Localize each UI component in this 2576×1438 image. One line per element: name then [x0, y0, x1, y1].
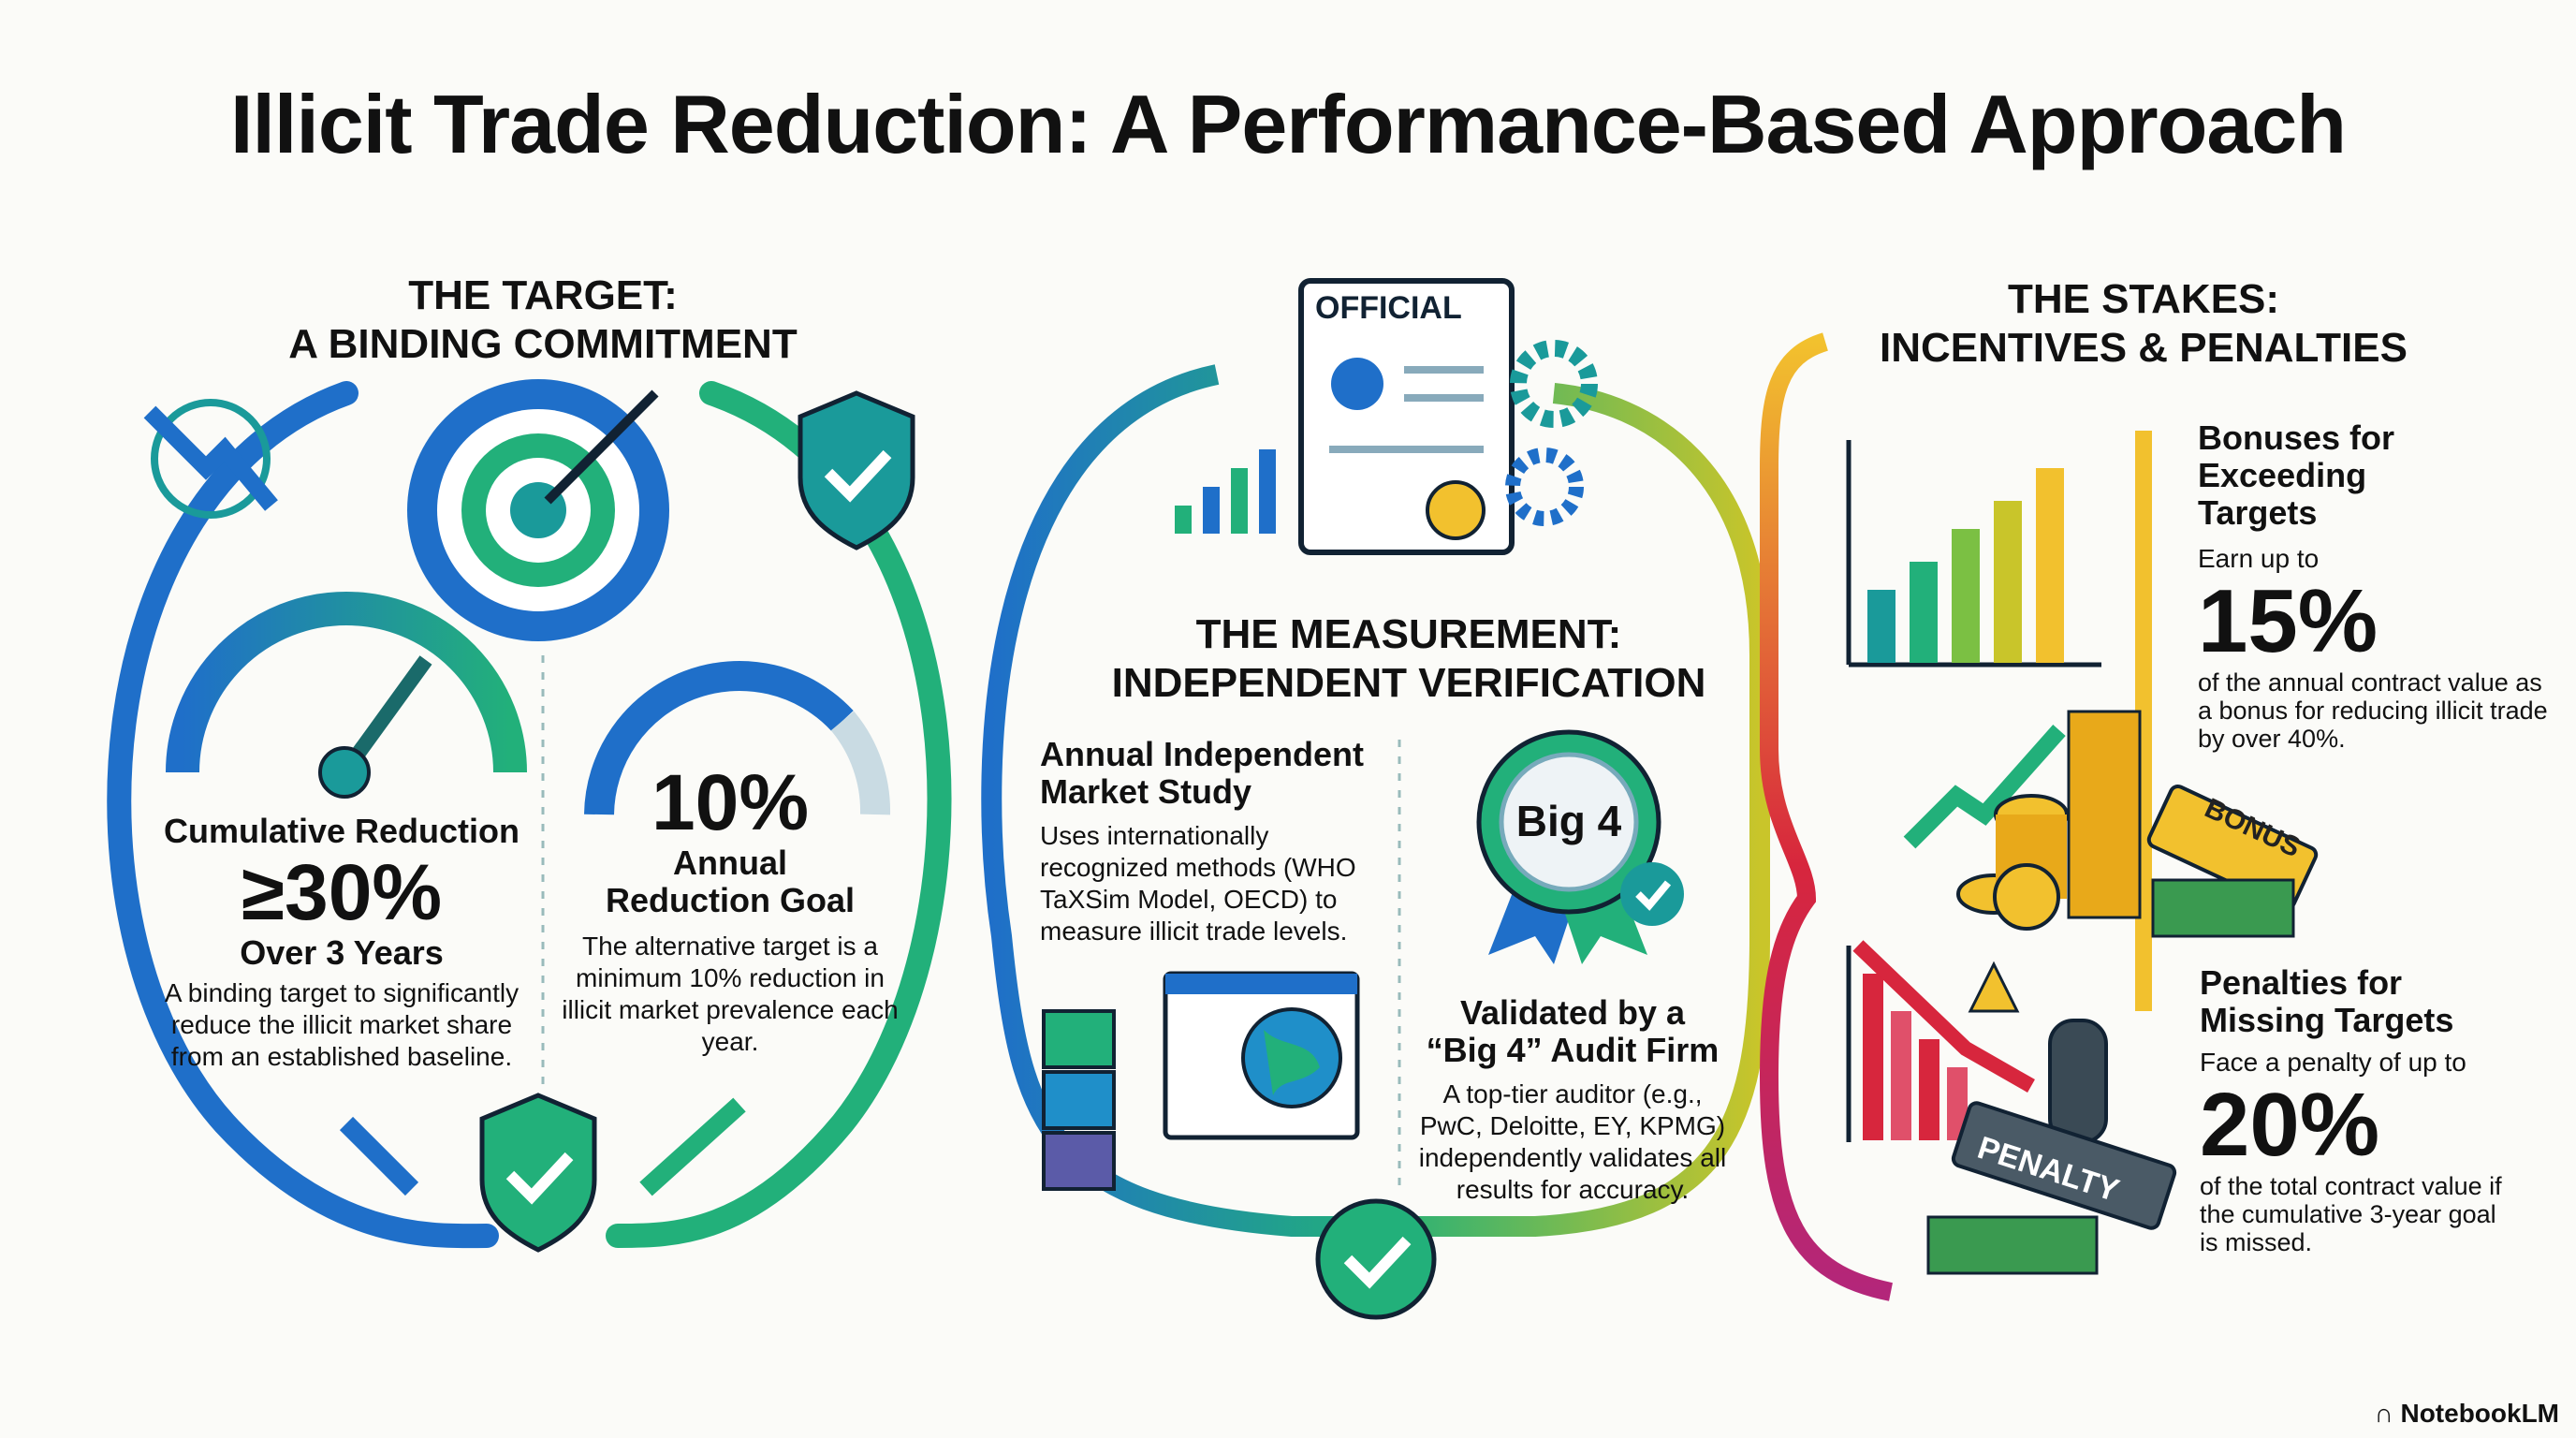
penalty-description: of the total contract value if the cumul… [2200, 1172, 2502, 1256]
target-heading: THE TARGET: A BINDING COMMITMENT [215, 271, 871, 369]
measurement-heading-line1: THE MEASUREMENT: [1195, 611, 1622, 657]
data-globe-icon [1042, 971, 1360, 1191]
penalty-block: Penalties for Missing Targets Face a pen… [2200, 963, 2518, 1257]
bonus-block: Bonuses for Exceeding Targets Earn up to… [2198, 418, 2554, 754]
bonus-lead: Earn up to [2198, 544, 2320, 573]
audit-title-line2: “Big 4” Audit Firm [1426, 1031, 1720, 1069]
annual-label-line2: Reduction Goal [605, 881, 855, 919]
audit-title-line1: Validated by a [1459, 993, 1686, 1032]
annual-description: The alternative target is a minimum 10% … [562, 932, 899, 1056]
annual-value: 10% [651, 758, 810, 846]
official-document-icon [1298, 278, 1515, 555]
penalty-stamp-icon [1926, 1019, 2177, 1275]
gauge-icon [166, 592, 527, 799]
stakes-heading: THE STAKES: INCENTIVES & PENALTIES [1778, 275, 2509, 373]
penalty-title: Penalties for Missing Targets [2200, 963, 2454, 1039]
trend-down-icon [143, 399, 278, 519]
measurement-heading: THE MEASUREMENT: INDEPENDENT VERIFICATIO… [1030, 610, 1788, 708]
notebooklm-brand: ∩ NotebookLM [2374, 1399, 2559, 1429]
cumulative-reduction-block: Cumulative Reduction ≥30% Over 3 Years A… [140, 813, 543, 1073]
page-title: Illicit Trade Reduction: A Performance-B… [230, 78, 2347, 170]
cumulative-description: A binding target to significantly reduce… [164, 978, 520, 1071]
big4-badge-icon [1476, 729, 1684, 964]
market-study-description: Uses internationally recognized methods … [1040, 821, 1356, 946]
big4-badge-text: Big 4 [1515, 797, 1622, 845]
coins-money-icon [1903, 710, 2319, 938]
brand-label: NotebookLM [2400, 1399, 2559, 1428]
annual-progress-arc [584, 660, 854, 815]
market-study-title-line1: Annual Independent [1040, 735, 1364, 773]
audit-block: Validated by a “Big 4” Audit Firm A top-… [1409, 994, 1736, 1206]
stakes-loop-arc [1759, 332, 1893, 1301]
bar-chart-icon [1175, 449, 1276, 534]
gear-icon [1505, 340, 1598, 526]
notebooklm-logo-icon: ∩ [2374, 1399, 2401, 1428]
annual-goal-block: 10% Annual Reduction Goal The alternativ… [562, 760, 899, 1058]
penalty-lead: Face a penalty of up to [2200, 1048, 2466, 1077]
document-label: OFFICIAL [1315, 290, 1462, 326]
check-seal-icon [1315, 1198, 1437, 1320]
annual-label-line1: Annual [673, 844, 787, 882]
bonus-title: Bonuses for Exceeding Targets [2198, 418, 2395, 532]
audit-description: A top-tier auditor (e.g., PwC, Deloitte,… [1418, 1079, 1727, 1204]
penalty-value: 20% [2200, 1075, 2380, 1175]
cumulative-label: Cumulative Reduction [163, 812, 520, 850]
shield-check-icon [798, 390, 915, 550]
bottom-shield-icon [339, 1093, 746, 1253]
measurement-loop-arc [981, 364, 1770, 1237]
growth-bar-chart-icon [1846, 440, 2101, 668]
declining-chart-icon [1846, 940, 2035, 1142]
stakes-heading-line1: THE STAKES: [2007, 276, 2280, 322]
cumulative-period: Over 3 Years [240, 933, 444, 972]
target-bullseye-icon [407, 379, 669, 641]
bonus-description: of the annual contract value as a bonus … [2198, 668, 2548, 753]
bonus-value: 15% [2198, 571, 2378, 671]
cumulative-value: ≥30% [241, 848, 443, 936]
measurement-heading-line2: INDEPENDENT VERIFICATION [1111, 660, 1706, 706]
market-study-block: Annual Independent Market Study Uses int… [1040, 736, 1386, 947]
target-heading-line2: A BINDING COMMITMENT [288, 321, 798, 367]
target-heading-line1: THE TARGET: [408, 272, 678, 318]
stakes-heading-line2: INCENTIVES & PENALTIES [1880, 325, 2408, 371]
market-study-title-line2: Market Study [1040, 772, 1252, 811]
